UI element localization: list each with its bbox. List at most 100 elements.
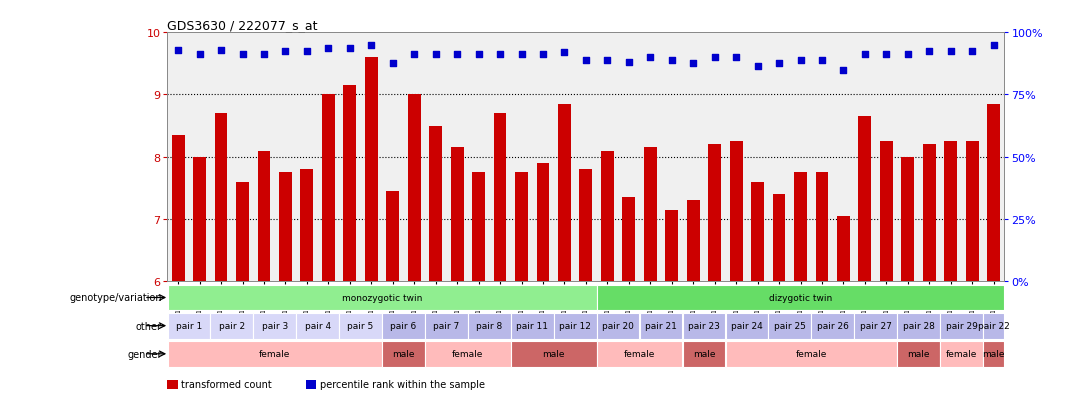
Text: pair 5: pair 5 (348, 321, 374, 330)
Point (963, 48, 981, 55)
Point (470, 52, 487, 58)
Bar (687, 201, 700, 282)
Point (234, 52, 252, 58)
Point (620, 59, 637, 66)
Text: other: other (136, 321, 162, 331)
Bar (772, 195, 785, 282)
Bar (343, 86, 356, 282)
Bar (683, 313, 726, 339)
Bar (726, 313, 768, 339)
Text: male: male (542, 349, 565, 358)
Bar (769, 313, 811, 339)
Point (835, 67, 852, 74)
Point (213, 47, 230, 54)
Bar (279, 173, 292, 282)
Text: gender: gender (127, 349, 162, 359)
Point (513, 52, 530, 58)
Bar (296, 313, 339, 339)
Bar (726, 341, 897, 367)
Text: pair 8: pair 8 (476, 321, 502, 330)
Point (748, 64, 766, 71)
Bar (511, 313, 554, 339)
Text: female: female (259, 349, 291, 358)
Bar (211, 313, 253, 339)
Bar (940, 313, 983, 339)
Bar (387, 192, 400, 282)
Bar (683, 341, 726, 367)
Bar (854, 313, 897, 339)
Bar (515, 173, 528, 282)
Text: female: female (946, 349, 977, 358)
Text: pair 12: pair 12 (559, 321, 591, 330)
Bar (837, 216, 850, 282)
Text: pair 6: pair 6 (390, 321, 417, 330)
Point (985, 42, 1002, 49)
Point (856, 52, 874, 58)
Bar (382, 341, 424, 367)
Point (685, 61, 702, 67)
Bar (902, 157, 915, 282)
Text: pair 4: pair 4 (305, 321, 330, 330)
Point (406, 52, 423, 58)
Bar (237, 182, 249, 282)
Bar (597, 285, 1004, 311)
Bar (639, 313, 683, 339)
Point (878, 52, 895, 58)
Bar (644, 148, 657, 282)
Bar (254, 313, 296, 339)
Bar (966, 142, 978, 282)
Text: pair 25: pair 25 (774, 321, 806, 330)
Bar (365, 58, 378, 282)
Point (341, 45, 359, 52)
Bar (450, 148, 463, 282)
Text: pair 24: pair 24 (731, 321, 762, 330)
Text: pair 22: pair 22 (977, 321, 1010, 330)
Bar (622, 198, 635, 282)
Bar (257, 151, 270, 282)
Text: transformed count: transformed count (181, 380, 272, 389)
Bar (537, 164, 550, 282)
Text: female: female (624, 349, 656, 358)
Text: male: male (983, 349, 1004, 358)
Bar (511, 341, 596, 367)
Text: pair 28: pair 28 (903, 321, 934, 330)
Bar (940, 341, 983, 367)
Point (427, 52, 444, 58)
Bar (429, 126, 442, 282)
Point (728, 55, 745, 61)
Bar (172, 135, 185, 282)
Bar (494, 114, 507, 282)
Text: pair 23: pair 23 (688, 321, 720, 330)
Text: pair 11: pair 11 (516, 321, 549, 330)
Bar (322, 95, 335, 282)
Point (598, 58, 616, 64)
Bar (300, 170, 313, 282)
Text: pair 3: pair 3 (261, 321, 288, 330)
Bar (167, 313, 211, 339)
Bar (339, 313, 382, 339)
Text: female: female (453, 349, 484, 358)
Text: pair 20: pair 20 (603, 321, 634, 330)
Point (792, 58, 809, 64)
Bar (426, 341, 511, 367)
Text: genotype/variation: genotype/variation (69, 293, 162, 303)
Point (900, 52, 917, 58)
Point (363, 42, 380, 49)
Point (491, 52, 509, 58)
Bar (215, 114, 228, 282)
Bar (665, 210, 678, 282)
Bar (468, 313, 511, 339)
Bar (983, 341, 1004, 367)
Bar (922, 145, 935, 282)
Bar (815, 173, 828, 282)
Point (920, 48, 937, 55)
Text: female: female (796, 349, 827, 358)
Bar (708, 145, 721, 282)
Bar (794, 173, 807, 282)
Point (942, 48, 959, 55)
Bar (730, 142, 743, 282)
Point (448, 52, 465, 58)
Point (191, 52, 208, 58)
Bar (983, 313, 1004, 339)
Bar (944, 142, 957, 282)
